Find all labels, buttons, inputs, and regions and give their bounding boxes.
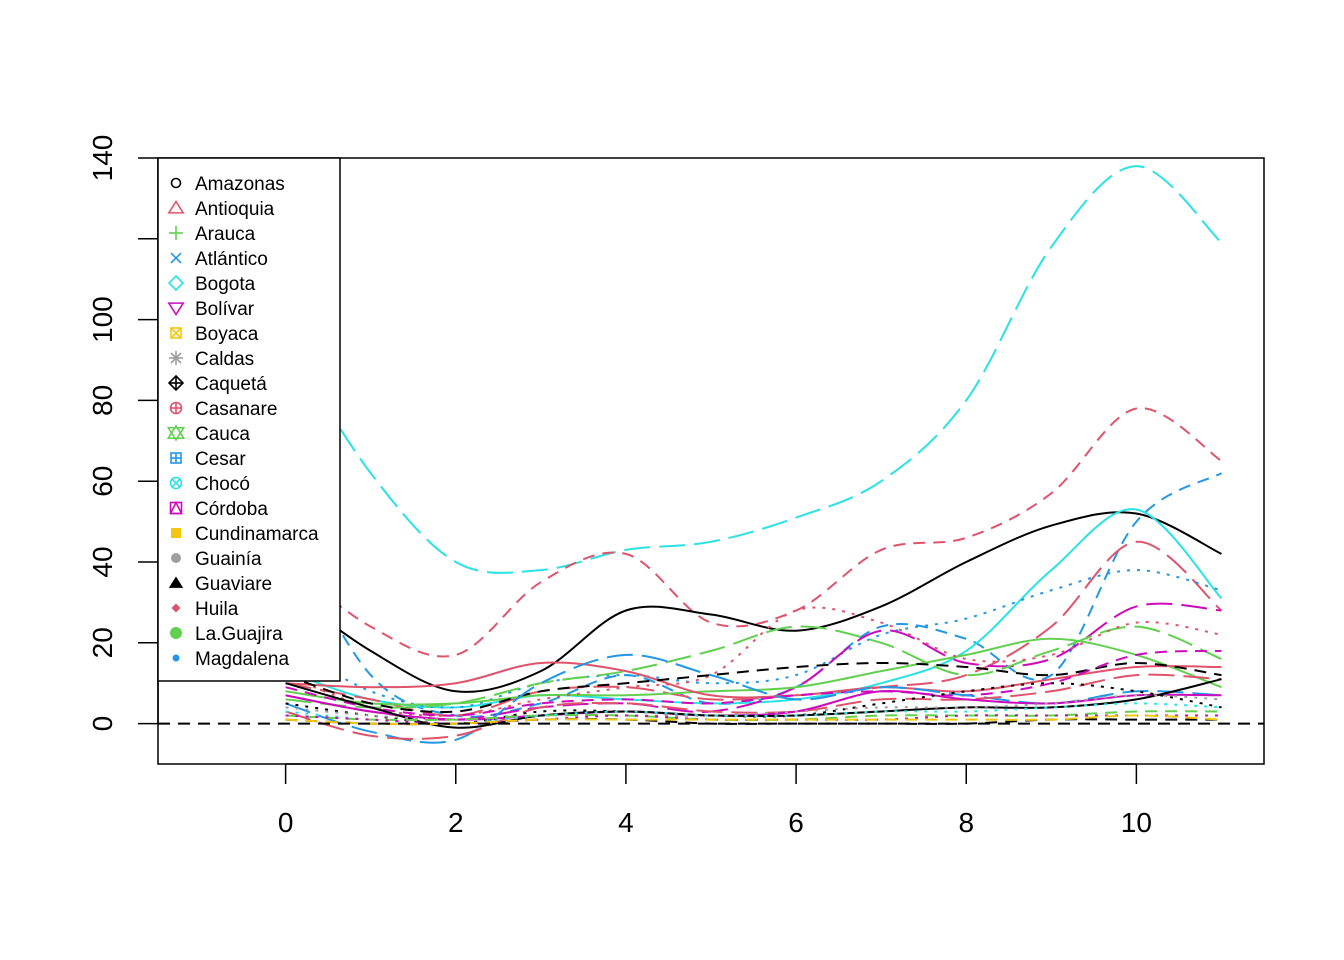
legend-item: Guainía (171, 549, 262, 570)
legend-item: Cundinamarca (171, 524, 319, 545)
legend-item: Cesar (170, 449, 246, 470)
legend-label: La.Guajira (195, 624, 283, 645)
legend-item: Arauca (169, 224, 256, 245)
diamond-filled-icon (171, 603, 181, 613)
legend-label: Amazonas (195, 174, 285, 195)
star-of-david-icon (166, 424, 186, 442)
legend-item: Caldas (169, 349, 254, 370)
series-line-19 (285, 678, 1222, 729)
circle-large-filled-icon (170, 627, 182, 639)
circle-cross-icon (169, 476, 183, 490)
y-tick-label: 20 (87, 627, 118, 658)
legend-label: Guainía (195, 549, 262, 570)
legend-label: Boyaca (195, 324, 259, 345)
legend-label: Antioquia (195, 199, 275, 220)
series-line-14 (285, 649, 1222, 717)
legend-label: Caquetá (195, 374, 267, 395)
y-tick-label: 60 (87, 466, 118, 497)
legend-item: Bolívar (167, 299, 255, 320)
x-tick-label: 4 (618, 807, 634, 838)
legend-label: Guaviare (195, 574, 272, 595)
legend-box (157, 157, 341, 682)
y-tick-label: 40 (87, 546, 118, 577)
legend: Amazonas Antioquia Arauca Atlántico Bogota Bo… (157, 157, 341, 682)
legend-item: Huila (171, 599, 239, 620)
legend-item: Guaviare (168, 574, 272, 595)
legend-label: Cauca (195, 424, 250, 445)
legend-label: Cundinamarca (195, 524, 319, 545)
y-tick-label: 100 (87, 296, 118, 343)
legend-label: Bogota (195, 274, 256, 295)
series-line-6 (285, 540, 1223, 717)
plus-icon (169, 226, 183, 240)
legend-item: Cauca (166, 424, 250, 445)
y-tick-label: 140 (87, 135, 118, 182)
y-tick-label: 0 (87, 716, 118, 732)
triangle-up-open-icon (167, 199, 185, 214)
legend-label: Huila (195, 599, 239, 620)
legend-item: Caquetá (167, 374, 267, 395)
legend-item: Casanare (169, 399, 277, 420)
square-cross-icon (170, 327, 182, 339)
x-tick-label: 6 (788, 807, 804, 838)
diamond-plus-icon (167, 374, 185, 392)
legend-label: Casanare (195, 399, 277, 420)
legend-item: Córdoba (169, 499, 268, 520)
square-triangle-icon (169, 500, 183, 515)
series-line-4 (285, 511, 1222, 693)
legend-item: Atlántico (170, 249, 268, 270)
cross-icon (170, 252, 182, 264)
legend-label: Arauca (195, 224, 256, 245)
square-plus-icon (170, 452, 182, 464)
triangle-down-open-icon (167, 302, 185, 317)
series-line-1 (284, 165, 1223, 574)
diamond-open-icon (167, 274, 185, 292)
legend-label: Caldas (195, 349, 254, 370)
series-line-11 (285, 661, 1222, 699)
series-line-2 (284, 407, 1223, 658)
legend-item: Boyaca (170, 324, 259, 345)
legend-item: Chocó (169, 474, 250, 495)
x-tick-label: 10 (1121, 807, 1152, 838)
series-line-13 (285, 661, 1222, 714)
x-axis: 0 2 4 6 8 10 (278, 763, 1152, 838)
legend-label: Atlántico (195, 249, 268, 270)
circle-open-icon (170, 177, 182, 189)
legend-label: Bolívar (195, 299, 255, 320)
circle-plus-icon (169, 401, 183, 415)
legend-label: Chocó (195, 474, 250, 495)
x-tick-label: 0 (278, 807, 294, 838)
legend-item: Bogota (167, 274, 256, 295)
series-line-7 (285, 569, 1222, 709)
legend-label: Córdoba (195, 499, 268, 520)
legend-label: Cesar (195, 449, 246, 470)
circle-small-filled-icon (172, 654, 180, 662)
series-line-8 (285, 602, 1222, 721)
y-tick-label: 80 (87, 385, 118, 416)
series-line-16 (285, 673, 1222, 740)
square-filled-icon (171, 528, 181, 538)
series-line-12 (285, 606, 1222, 717)
legend-item: Amazonas (170, 174, 285, 195)
legend-item: Magdalena (172, 649, 289, 670)
legend-item: Antioquia (167, 199, 275, 220)
x-tick-label: 2 (448, 807, 464, 838)
asterisk-icon (169, 351, 183, 365)
x-tick-label: 8 (958, 807, 974, 838)
legend-item: La.Guajira (170, 624, 283, 645)
triangle-filled-icon (168, 576, 184, 588)
legend-label: Magdalena (195, 649, 289, 670)
circle-filled-icon (171, 553, 181, 563)
